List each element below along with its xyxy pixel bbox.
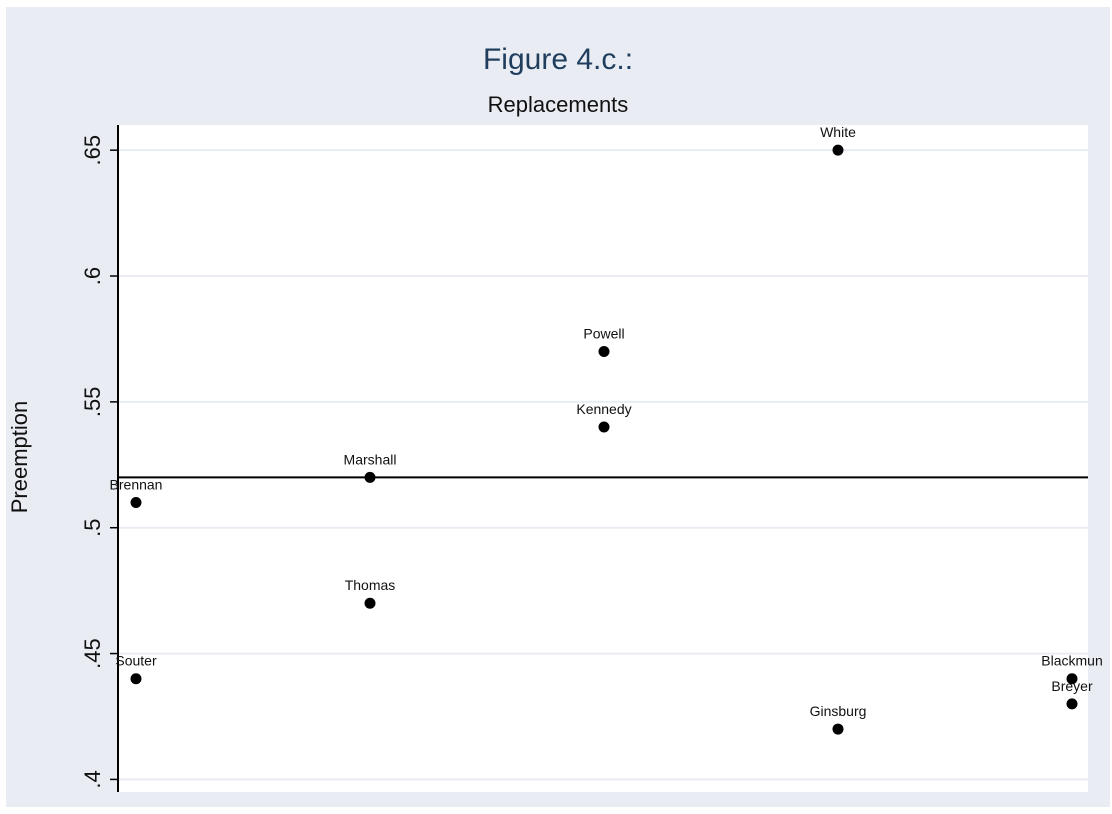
y-tick-label: .55: [80, 387, 105, 418]
point-label: Breyer: [1051, 678, 1093, 694]
chart-subtitle: Replacements: [487, 92, 629, 117]
y-axis-label: Preemption: [7, 400, 32, 514]
data-point: [1066, 673, 1078, 685]
data-point: [832, 144, 844, 156]
data-point: [130, 497, 142, 509]
y-tick-label: .5: [80, 519, 105, 537]
y-tick-label: .6: [80, 267, 105, 285]
data-point: [598, 346, 610, 358]
point-label: White: [820, 124, 856, 140]
point-label: Kennedy: [576, 401, 631, 417]
y-tick-label: .4: [80, 770, 105, 788]
scatter-plot: .4 .45 .5 .55 .6 .65 Brennan Souter Marshall Thom…: [80, 124, 1103, 792]
y-tick-label: .65: [80, 135, 105, 166]
point-label: Blackmun: [1041, 653, 1102, 669]
point-label: Powell: [583, 326, 624, 342]
chart-title: Figure 4.c.:: [482, 43, 634, 76]
data-point: [130, 673, 142, 685]
point-label: Souter: [115, 653, 157, 669]
point-label: Brennan: [110, 477, 163, 493]
chart-figure: .4 .45 .5 .55 .6 .65 Brennan Souter Marshall Thom…: [6, 7, 1110, 807]
data-point: [832, 723, 844, 735]
point-label: Marshall: [344, 451, 397, 467]
data-point: [364, 597, 376, 609]
data-point: [1066, 698, 1078, 710]
y-tick-label: .45: [80, 638, 105, 669]
data-point: [364, 471, 376, 483]
data-point: [598, 421, 610, 433]
point-label: Ginsburg: [810, 703, 867, 719]
plot-area: [118, 125, 1088, 792]
point-label: Thomas: [345, 577, 396, 593]
